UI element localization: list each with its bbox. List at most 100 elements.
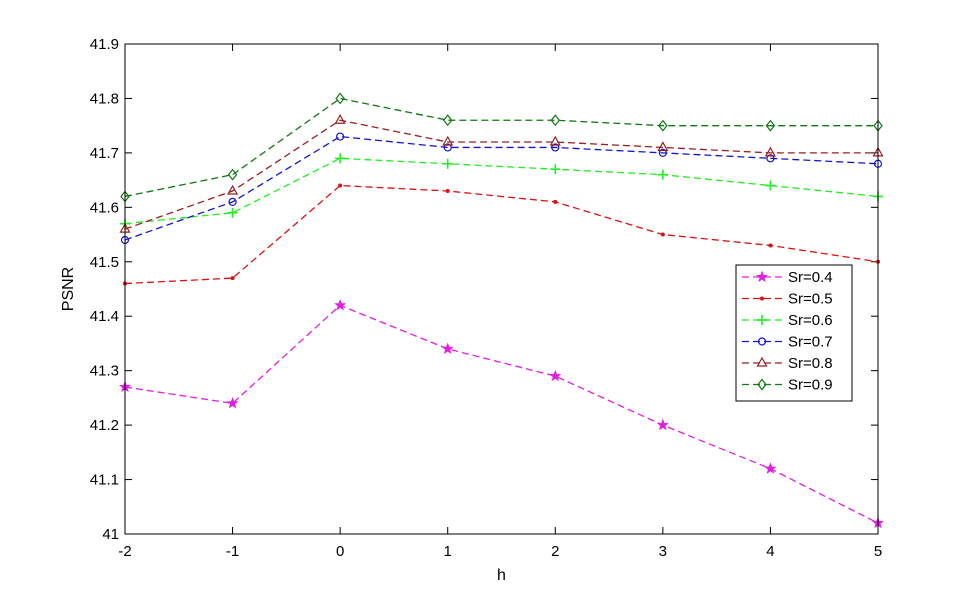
triangle-marker (442, 135, 454, 146)
legend-label: Sr=0.6 (788, 312, 833, 329)
y-tick-label: 41.6 (90, 199, 119, 216)
y-tick-label: 41.7 (90, 145, 119, 162)
circle-marker (766, 154, 775, 163)
data-point (549, 135, 561, 146)
diamond-marker (227, 168, 238, 181)
triangle-marker (756, 356, 768, 367)
y-tick-label: 41 (102, 526, 119, 543)
series-line (124, 304, 879, 524)
data-point (334, 113, 346, 124)
data-point (228, 197, 237, 206)
data-point (338, 183, 343, 188)
legend-item: Sr=0.8 (742, 355, 833, 372)
point-marker (760, 296, 764, 301)
data-point (227, 207, 238, 218)
circle-marker (757, 337, 767, 346)
point-marker (768, 243, 773, 248)
x-tick-label: 2 (551, 543, 559, 560)
y-tick-label: 41.2 (90, 417, 119, 434)
data-point (658, 148, 667, 157)
data-point (442, 158, 453, 169)
legend-item: Sr=0.4 (742, 269, 833, 286)
circle-marker (658, 148, 667, 157)
data-point (442, 114, 453, 127)
series-sr-0-5 (123, 183, 880, 286)
legend-marker (760, 296, 764, 301)
x-tick-label: 5 (874, 543, 882, 560)
data-point (658, 119, 668, 132)
data-point (765, 119, 776, 132)
data-point (226, 396, 239, 409)
star-marker (549, 369, 562, 382)
data-point (764, 462, 777, 474)
y-tick-label: 41.9 (90, 36, 119, 53)
series-line (124, 135, 879, 241)
y-tick-label: 41.1 (90, 472, 119, 489)
circle-marker (443, 143, 452, 152)
data-point (227, 184, 239, 195)
x-tick-label: 0 (336, 543, 344, 560)
data-point (549, 369, 562, 382)
series-line (124, 119, 878, 230)
legend-label: Sr=0.8 (788, 355, 833, 372)
legend-label: Sr=0.9 (788, 377, 833, 394)
data-point (441, 342, 454, 355)
data-point (550, 164, 561, 175)
data-point (551, 143, 560, 152)
data-point (230, 276, 235, 281)
triangle-marker (334, 113, 346, 124)
diamond-marker (658, 119, 668, 132)
triangle-marker (549, 135, 561, 146)
data-point (657, 169, 668, 180)
data-point (764, 146, 776, 157)
series-line (124, 157, 879, 225)
legend-marker (757, 378, 767, 391)
y-tick-labels: 41 41.1 41.2 41.3 41.4 41.5 41.6 41.7 41.8 41.9 (90, 36, 119, 543)
x-tick-label: 4 (766, 543, 774, 560)
data-point (657, 141, 669, 152)
legend-label: Sr=0.4 (788, 269, 833, 286)
legend-marker (757, 315, 767, 325)
diamond-marker (757, 378, 767, 391)
point-marker (445, 189, 450, 193)
data-point (335, 153, 346, 164)
data-point (550, 114, 561, 127)
y-tick-label: 41.5 (90, 254, 119, 271)
x-axis-label: h (497, 567, 506, 584)
legend-item: Sr=0.9 (742, 377, 833, 394)
circle-marker (228, 197, 237, 206)
triangle-marker (764, 146, 776, 157)
point-marker (338, 183, 343, 188)
star-marker (764, 462, 777, 474)
legend-item: Sr=0.6 (742, 312, 833, 329)
data-point (766, 154, 775, 163)
legend-marker (756, 356, 768, 367)
star-marker (226, 396, 239, 409)
point-marker (660, 232, 665, 237)
series-sr-0-8 (119, 113, 884, 233)
data-point (335, 92, 345, 105)
data-point (334, 298, 347, 311)
star-marker (441, 342, 454, 355)
y-tick-label: 41.4 (90, 308, 119, 325)
diamond-marker (335, 92, 345, 105)
triangle-marker (657, 141, 669, 152)
data-point (442, 135, 454, 146)
data-point (765, 180, 776, 191)
diamond-marker (442, 114, 453, 127)
legend-label: Sr=0.7 (788, 334, 833, 351)
x-tick-label: -2 (118, 543, 131, 560)
legend: Sr=0.4 Sr=0.5 Sr=0.6 Sr=0.7 Sr=0.8 Sr=0.9 (735, 264, 853, 402)
data-point (443, 143, 452, 152)
plot-frame (124, 43, 879, 535)
data-point (553, 199, 558, 204)
star-marker (334, 298, 347, 311)
data-point (768, 243, 773, 248)
star-marker (755, 270, 769, 283)
diamond-marker (765, 119, 776, 132)
legend-label: Sr=0.5 (788, 291, 833, 308)
circle-marker (551, 143, 560, 152)
series-sr-0-4 (118, 298, 885, 529)
x-tick-label: 3 (659, 543, 667, 560)
legend-item: Sr=0.7 (742, 334, 833, 351)
